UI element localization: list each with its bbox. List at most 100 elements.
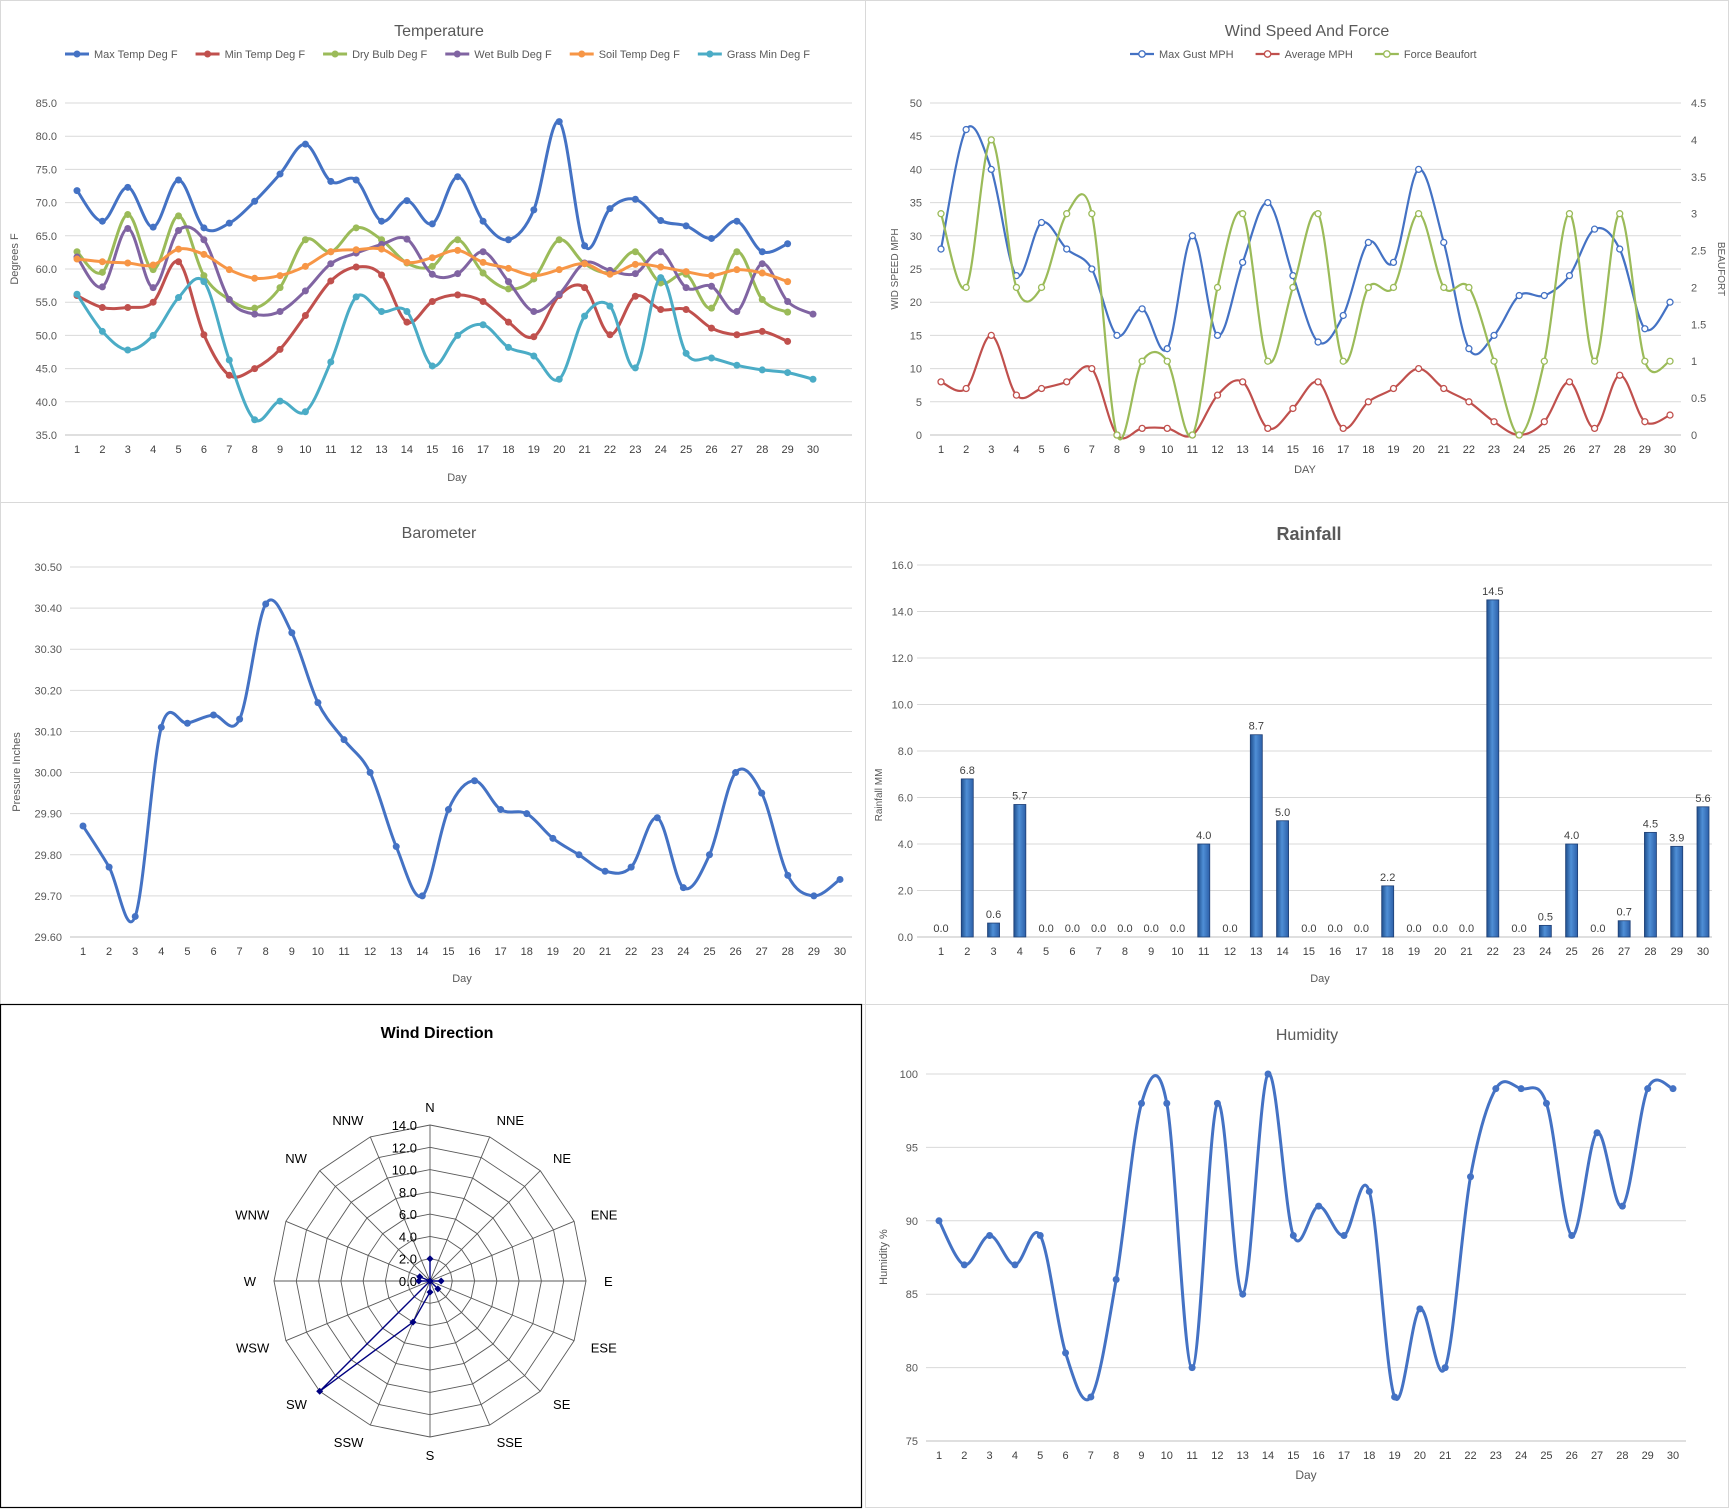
x-tick-label: 23 — [651, 946, 663, 958]
data-point — [682, 349, 690, 357]
data-point — [403, 258, 411, 266]
data-point — [960, 1261, 968, 1269]
x-tick-label: 2 — [961, 1450, 967, 1462]
data-point — [251, 310, 259, 318]
x-tick-label: 21 — [578, 444, 590, 456]
data-point — [682, 268, 690, 276]
chart-title: Wind Direction — [381, 1025, 494, 1042]
data-point — [200, 278, 208, 286]
x-tick-label: 12 — [350, 444, 362, 456]
data-point — [657, 217, 665, 225]
y2-axis-label: BEAUFORT — [1715, 242, 1726, 296]
data-point — [157, 723, 165, 731]
x-tick-label: 1 — [80, 946, 86, 958]
data-point — [210, 711, 218, 719]
x-tick-label: 21 — [1460, 946, 1472, 958]
data-label: 0.0 — [1038, 923, 1053, 935]
data-point — [810, 892, 818, 900]
data-label: 0.0 — [1327, 923, 1342, 935]
data-point — [1440, 384, 1448, 393]
x-tick-label: 9 — [1148, 946, 1154, 958]
x-tick-label: 8 — [1114, 444, 1120, 456]
data-point — [444, 806, 452, 814]
data-point — [1669, 1085, 1677, 1093]
data-point — [454, 173, 462, 181]
y-tick-label: 10 — [910, 364, 922, 376]
data-point — [73, 290, 81, 298]
x-tick-label: 3 — [988, 444, 994, 456]
data-point — [657, 274, 665, 282]
y2-tick-label: 3 — [1691, 209, 1697, 221]
x-tick-label: 11 — [1187, 444, 1198, 456]
data-point — [1088, 364, 1096, 373]
data-point — [1239, 378, 1247, 386]
y-tick-label: 0.0 — [898, 932, 913, 944]
y-tick-label: 75 — [906, 1436, 918, 1448]
y2-tick-label: 0 — [1691, 430, 1697, 442]
data-point — [1666, 411, 1674, 419]
x-tick-label: 30 — [1664, 444, 1676, 456]
x-tick-label: 13 — [1237, 1450, 1249, 1462]
direction-label: SE — [553, 1397, 571, 1412]
data-point — [1364, 283, 1372, 292]
y-tick-label: 45 — [910, 131, 922, 143]
x-tick-label: 22 — [1487, 946, 1499, 958]
x-tick-label: 21 — [1439, 1450, 1451, 1462]
data-point — [1037, 218, 1046, 227]
data-point — [1540, 291, 1548, 300]
data-point — [225, 356, 233, 364]
x-tick-label: 3 — [125, 444, 131, 456]
x-tick-label: 20 — [1412, 444, 1424, 456]
data-point — [1340, 1231, 1348, 1239]
x-tick-label: 18 — [1382, 946, 1394, 958]
data-point — [504, 285, 512, 293]
x-tick-label: 13 — [390, 946, 402, 958]
data-point — [471, 777, 479, 785]
data-label: 0.0 — [1406, 923, 1421, 935]
data-point — [581, 242, 589, 250]
data-point — [301, 408, 309, 416]
data-point — [200, 236, 208, 244]
data-label: 0.0 — [1117, 923, 1132, 935]
data-label: 5.6 — [1695, 793, 1710, 805]
bar — [1644, 831, 1657, 938]
data-point — [1163, 357, 1171, 365]
chart-temperature: Temperature Degrees F Day 35.0 40.0 45.0 50… — [9, 23, 852, 484]
data-label: 0.0 — [1144, 923, 1159, 935]
data-point — [1315, 1202, 1323, 1210]
data-point — [352, 246, 360, 254]
data-point — [175, 294, 183, 302]
x-tick-label: 5 — [1038, 444, 1044, 456]
data-label: 3.9 — [1669, 832, 1684, 844]
y-tick-label: 14.0 — [892, 607, 913, 619]
data-point — [631, 260, 639, 268]
x-tick-label: 15 — [1303, 946, 1315, 958]
y-tick-label: 6.0 — [898, 793, 913, 805]
chart-wind-speed: Wind Speed And Force WID SPEED MPH BEAUF… — [890, 23, 1726, 476]
y2-tick-label: 3.5 — [1691, 172, 1706, 184]
x-tick-label: 22 — [625, 946, 637, 958]
data-point — [225, 219, 233, 227]
radial-tick-label: 4.0 — [399, 1229, 417, 1244]
radial-tick-label: 6.0 — [399, 1207, 417, 1222]
y-axis-label: Humidity % — [878, 1229, 890, 1285]
data-point — [1088, 210, 1096, 218]
data-point — [1565, 271, 1574, 280]
data-point — [707, 354, 715, 362]
data-point — [707, 324, 715, 332]
data-point — [1365, 1187, 1373, 1195]
data-point — [1515, 431, 1523, 439]
data-point — [1616, 371, 1624, 379]
x-tick-label: 3 — [987, 1450, 993, 1462]
data-point — [1490, 418, 1498, 426]
data-point — [1492, 1085, 1500, 1093]
data-label: 4.0 — [1196, 830, 1211, 842]
x-tick-label: 5 — [175, 444, 181, 456]
data-point — [301, 287, 309, 295]
data-point — [657, 306, 665, 314]
data-point — [1465, 345, 1473, 353]
data-point — [1641, 325, 1649, 333]
data-point — [707, 234, 715, 242]
data-point — [962, 125, 970, 134]
